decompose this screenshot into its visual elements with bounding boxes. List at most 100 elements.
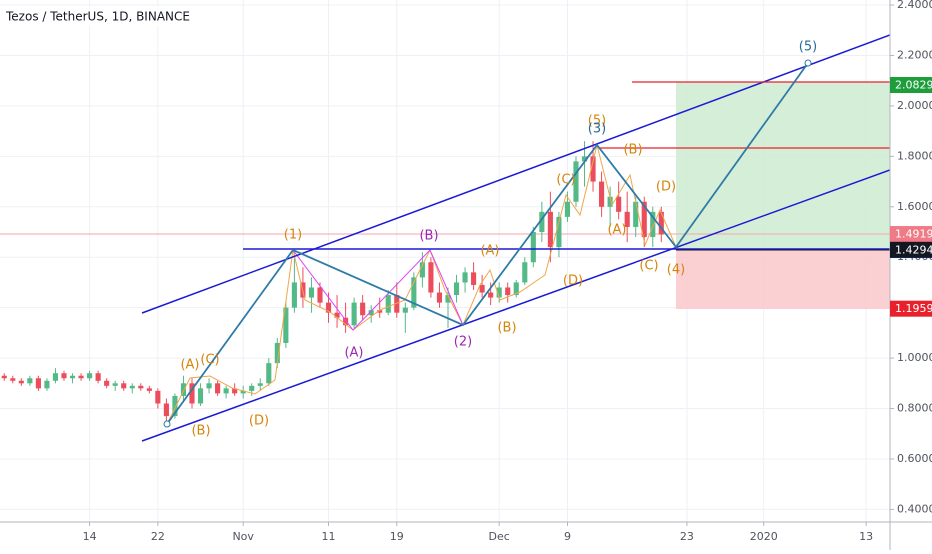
axes: 2.40002.20002.00001.80001.60001.40001.20… bbox=[83, 0, 932, 543]
candle-body bbox=[35, 378, 41, 389]
candle-body bbox=[78, 375, 84, 379]
price-tag-label: 1.1959 bbox=[895, 302, 932, 315]
y-tick-label: 2.0000 bbox=[897, 99, 932, 112]
candle-body bbox=[505, 287, 511, 296]
candle-body bbox=[283, 307, 289, 343]
y-tick-label: 0.8000 bbox=[897, 402, 932, 415]
candle-body bbox=[547, 211, 553, 248]
wave-label: (A) bbox=[180, 358, 199, 373]
candle-body bbox=[129, 385, 135, 389]
candle-body bbox=[641, 201, 647, 238]
candle-body bbox=[274, 342, 280, 364]
candle-body bbox=[360, 302, 366, 316]
wave-point bbox=[163, 420, 171, 428]
candle-body bbox=[385, 295, 391, 313]
candle-body bbox=[334, 312, 340, 318]
candle-body bbox=[522, 262, 528, 283]
x-tick-label: Dec bbox=[489, 530, 510, 543]
candle-body bbox=[1, 375, 7, 379]
candle-body bbox=[61, 373, 67, 379]
x-tick-label: 23 bbox=[680, 530, 694, 543]
candle-body bbox=[530, 232, 536, 263]
price-tag-label: 1.4919 bbox=[895, 228, 932, 241]
wave-label: (B) bbox=[191, 424, 210, 439]
candle-body bbox=[624, 211, 630, 227]
price-tag-label: 2.0829 bbox=[895, 79, 932, 92]
candle-body bbox=[394, 295, 400, 313]
candle-body bbox=[599, 181, 605, 207]
candle-body bbox=[197, 388, 204, 404]
wave-label: (C) bbox=[639, 259, 658, 274]
candle-body bbox=[377, 310, 383, 313]
price-tag bbox=[890, 226, 932, 243]
candle-body bbox=[189, 383, 195, 404]
y-tick-label: 0.6000 bbox=[897, 452, 932, 465]
wave-label: (1) bbox=[284, 228, 302, 243]
wave-label: (B) bbox=[497, 321, 516, 336]
candle-body bbox=[18, 380, 24, 384]
candle-body bbox=[180, 383, 187, 396]
x-tick-label: 9 bbox=[564, 530, 571, 543]
candle-body bbox=[223, 388, 229, 394]
candle-body bbox=[343, 317, 349, 326]
wave-label: (B) bbox=[623, 143, 642, 158]
candle-body bbox=[52, 373, 59, 381]
x-tick-label: Nov bbox=[232, 530, 254, 543]
candle-body bbox=[266, 363, 272, 384]
channel-lower bbox=[141, 169, 891, 442]
wave-label: (B) bbox=[419, 229, 438, 244]
candle-body bbox=[564, 201, 571, 217]
wave-label: (A) bbox=[344, 346, 363, 361]
price-tag bbox=[890, 241, 932, 258]
candle-body bbox=[240, 390, 246, 394]
x-tick-label: 13 bbox=[859, 530, 873, 543]
wave-label: (3) bbox=[588, 122, 606, 137]
candle-body bbox=[650, 211, 656, 238]
wave-label: (C) bbox=[200, 353, 219, 368]
wave-label: (5) bbox=[588, 114, 606, 129]
candles bbox=[1, 141, 664, 424]
impulse-wave bbox=[166, 62, 809, 425]
sub-wave bbox=[166, 144, 677, 425]
loss-zone bbox=[676, 249, 890, 309]
candle-body bbox=[172, 395, 178, 417]
candle-body bbox=[581, 156, 588, 162]
candle-body bbox=[69, 375, 76, 379]
candle-body bbox=[138, 385, 144, 389]
candle-body bbox=[249, 385, 255, 391]
price-tag bbox=[890, 300, 932, 317]
candle-body bbox=[308, 287, 315, 298]
candle-body bbox=[112, 383, 118, 386]
candle-body bbox=[317, 287, 323, 303]
correction-wave bbox=[292, 249, 464, 331]
grid bbox=[0, 0, 890, 522]
price-tag-label: 1.4294 bbox=[895, 243, 932, 256]
candle-body bbox=[402, 307, 408, 313]
channel-upper bbox=[141, 34, 891, 314]
candle-body bbox=[87, 373, 93, 379]
candle-body bbox=[573, 161, 579, 202]
x-tick-label: 19 bbox=[390, 530, 404, 543]
candle-body bbox=[206, 383, 212, 389]
candle-body bbox=[257, 383, 263, 386]
annotations: (A) (C)(B)(D)(1)(A)(B)(2)(A)(B)(D)(C)(5)(… bbox=[180, 40, 817, 439]
y-tick-label: 2.2000 bbox=[897, 48, 932, 61]
candle-body bbox=[215, 383, 221, 394]
candle-body bbox=[479, 284, 485, 293]
candle-body bbox=[539, 211, 545, 232]
candle-body bbox=[513, 282, 519, 296]
wave-label: (A) bbox=[607, 223, 626, 238]
candle-body bbox=[121, 383, 127, 389]
candle-body bbox=[95, 373, 101, 381]
wave-label: (D) bbox=[249, 414, 269, 429]
candle-body bbox=[488, 292, 494, 298]
wave-label: (D) bbox=[656, 180, 676, 195]
price-tag bbox=[890, 77, 932, 94]
candle-body bbox=[462, 272, 468, 283]
candle-body bbox=[607, 196, 613, 207]
wave-label: (4) bbox=[667, 263, 685, 278]
x-tick-label: 2020 bbox=[750, 530, 778, 543]
y-tick-label: 1.6000 bbox=[897, 200, 932, 213]
chart-title: Tezos / TetherUS, 1D, BINANCE bbox=[5, 10, 190, 24]
